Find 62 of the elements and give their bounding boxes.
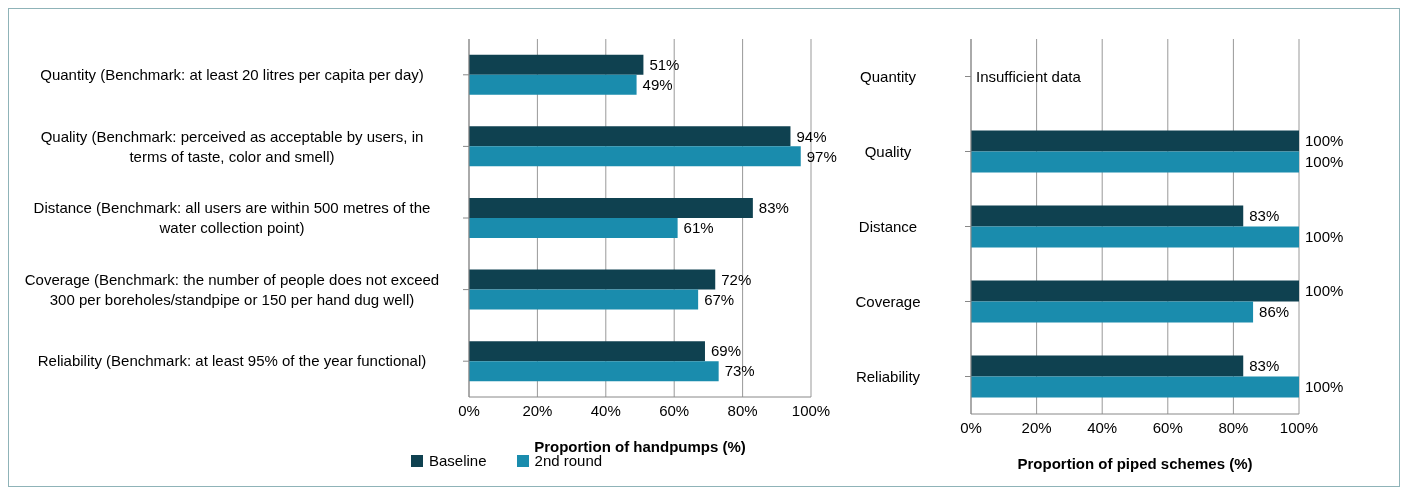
bar [469, 289, 699, 310]
annotation: Insufficient data [976, 67, 1082, 85]
y-tick-label: Quantity [860, 67, 917, 85]
bar [971, 130, 1299, 152]
x-tick-label: 100% [791, 401, 831, 419]
bar [971, 226, 1299, 248]
data-label: 86% [1259, 303, 1290, 321]
data-label: 100% [1305, 153, 1344, 171]
bar [971, 301, 1254, 323]
x-axis-title: Proportion of piped schemes (%) [1017, 455, 1253, 472]
y-tick-label: Coverage [855, 292, 921, 310]
data-label: 49% [642, 76, 673, 93]
bar [469, 126, 791, 147]
bar [971, 151, 1299, 173]
x-tick-label: 0% [960, 418, 982, 436]
x-tick-label: 60% [1152, 418, 1183, 436]
x-tick-label: 20% [522, 401, 553, 419]
bar [971, 280, 1299, 302]
bar [469, 269, 716, 290]
bar [971, 376, 1299, 398]
data-label: 72% [721, 270, 752, 288]
data-label: 100% [1305, 378, 1344, 396]
data-label: 69% [710, 342, 742, 360]
data-label: 61% [683, 219, 714, 237]
data-label: 100% [1305, 282, 1344, 300]
y-tick-label: Reliability (Benchmark: at least 95% of the year functional) [37, 352, 427, 370]
bar [469, 54, 644, 75]
y-tick-label: Distance [858, 217, 918, 235]
y-tick-label: Distance (Benchmark: all users are within 500 metres of the water collection point) [33, 199, 431, 237]
x-tick-label: 40% [590, 401, 621, 419]
bar [469, 197, 753, 218]
y-tick-label: Quantity (Benchmark: at least 20 litres per capita per day) [40, 66, 424, 84]
x-tick-label: 60% [659, 401, 690, 419]
data-label: 83% [1249, 357, 1280, 375]
y-tick-label: Quality [864, 142, 912, 160]
legend-label: Baseline [428, 452, 487, 469]
bar [469, 341, 705, 362]
y-tick-label: Reliability [855, 367, 921, 385]
bar [469, 217, 678, 238]
bar [469, 146, 801, 167]
x-axis-title: Proportion of handpumps (%) [534, 438, 746, 455]
x-tick-label: 40% [1087, 418, 1118, 436]
bar [469, 361, 719, 382]
y-tick-label: Coverage (Benchmark: the number of people does not exceed 300 per boreholes/standpipe or 150 per hand dug well) [24, 270, 440, 308]
x-tick-label: 0% [458, 401, 480, 419]
x-tick-label: 20% [1021, 418, 1052, 436]
data-label: 67% [704, 290, 735, 308]
data-label: 100% [1305, 132, 1344, 150]
data-label: 83% [1249, 207, 1280, 225]
data-label: 94% [796, 127, 827, 145]
data-label: 97% [806, 147, 837, 165]
bar [971, 355, 1244, 377]
bar [971, 205, 1244, 227]
bar [469, 74, 637, 95]
x-tick-label: 80% [1218, 418, 1249, 436]
data-label: 73% [724, 362, 755, 380]
data-label: 83% [758, 199, 789, 217]
data-label: 100% [1305, 228, 1344, 246]
x-tick-label: 80% [727, 401, 758, 419]
x-tick-label: 100% [1279, 418, 1319, 436]
y-tick-label: Quality (Benchmark: perceived as acceptable by users, in terms of taste, color and smell) [40, 127, 424, 165]
data-label: 51% [649, 56, 680, 73]
